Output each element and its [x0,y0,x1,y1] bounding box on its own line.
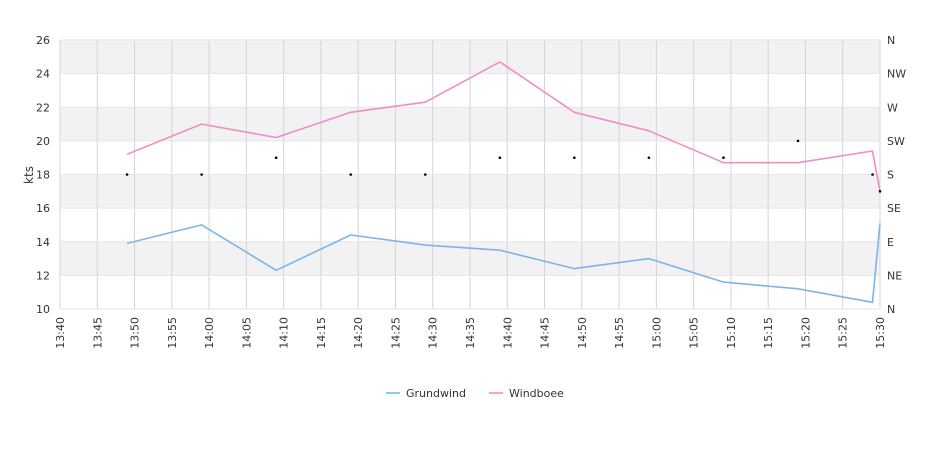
y-tick-label: 14 [36,236,50,249]
x-tick-label: 14:55 [613,317,626,349]
x-tick-label: 15:10 [725,317,738,349]
x-tick-label: 15:05 [688,317,701,349]
y-tick-label: 18 [36,169,50,182]
direction-marker [647,156,651,159]
direction-marker [878,190,882,193]
y-tick-label: 22 [36,101,50,114]
right-axis-label: NW [887,68,906,81]
right-axis-label: N [887,34,895,47]
x-tick-label: 15:20 [799,317,812,349]
x-tick-label: 13:45 [91,317,104,349]
right-axis-label: SW [887,135,905,148]
direction-marker [796,139,800,143]
series-line-grundwind [126,223,881,304]
x-tick-label: 13:40 [54,317,67,349]
x-tick-label: 15:25 [837,317,850,349]
x-tick-label: 14:20 [352,317,365,349]
y-tick-label: 10 [36,303,50,316]
x-tick-label: 14:35 [464,317,477,349]
grid-lines [59,39,881,310]
series-lines [126,61,881,304]
x-tick-label: 13:55 [166,317,179,349]
direction-marker [423,173,427,176]
x-tick-label: 14:40 [501,317,514,349]
y-tick-label: 26 [36,34,50,47]
direction-marker [200,173,203,176]
x-tick-label: 14:10 [278,317,291,349]
y-tick-label: 20 [36,135,50,148]
legend-label: Windboee [509,387,564,400]
x-tick-label: 14:25 [389,317,402,349]
direction-markers [125,139,882,193]
direction-marker [274,156,278,159]
x-tick-label: 14:50 [576,317,589,349]
x-tick-label: 14:00 [203,317,216,349]
y-axis-ticks: 10 12 14 16 18 20 22 24 26 [36,34,50,316]
x-tick-label: 13:50 [129,317,142,349]
y-tick-label: 24 [36,68,50,81]
right-axis-ticks: N NE E SE S SW W NW N [887,34,906,316]
legend: Grundwind Windboee [386,387,564,400]
x-tick-label: 15:30 [874,317,887,349]
y-tick-label: 12 [36,269,50,282]
right-axis-label: E [887,236,894,249]
right-axis-label: NE [887,269,902,282]
y-tick-label: 16 [36,202,50,215]
right-axis-label: SE [887,202,901,215]
direction-marker [722,156,725,159]
x-tick-label: 14:15 [315,317,328,349]
x-tick-label: 15:15 [762,317,775,349]
x-tick-label: 14:05 [240,317,253,349]
x-axis-ticks: 13:40 13:45 13:50 13:55 14:00 14:05 14:10 14:15… [54,317,887,349]
right-axis-label: N [887,303,895,316]
right-axis-label: S [887,169,894,182]
direction-marker [871,173,874,176]
direction-marker [349,173,353,176]
x-tick-label: 14:30 [427,317,440,349]
right-axis-label: W [887,101,898,114]
legend-label: Grundwind [406,387,466,400]
direction-marker [498,156,502,159]
direction-marker [573,156,576,159]
direction-marker [125,173,129,176]
x-tick-label: 15:00 [650,317,663,349]
x-tick-label: 14:45 [539,317,552,349]
y-axis-label: kts [22,166,36,184]
series-line-windboee [126,61,881,192]
